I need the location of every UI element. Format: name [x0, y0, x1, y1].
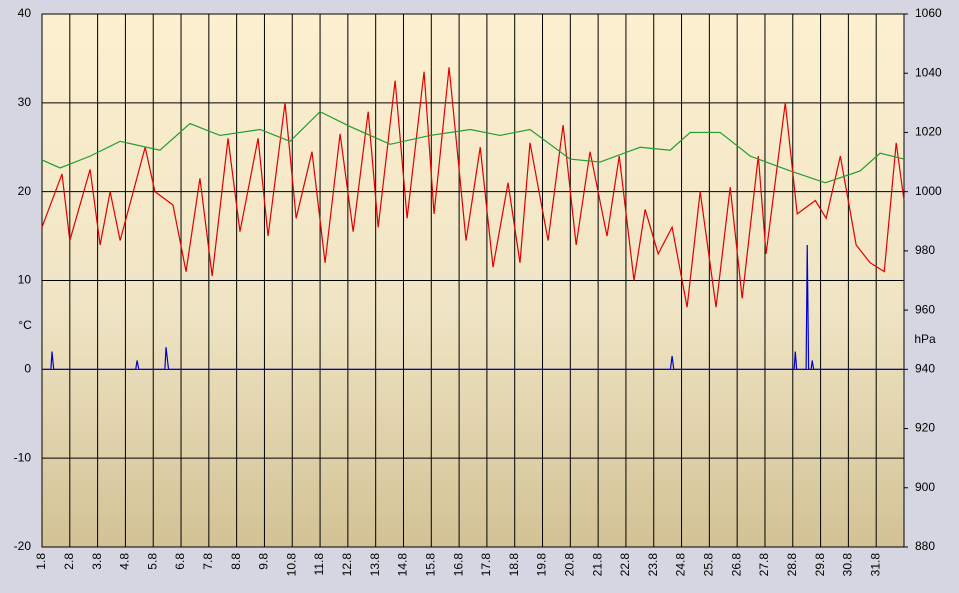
- y-tick-label: -10: [14, 450, 32, 464]
- y-tick-label: 40: [18, 6, 32, 20]
- x-tick-label: 7.8: [201, 553, 215, 570]
- x-tick-label: 30.8: [841, 553, 855, 577]
- x-tick-label: 11.8: [312, 553, 326, 576]
- x-tick-label: 1.8: [34, 553, 48, 570]
- x-tick-label: 15.8: [423, 553, 437, 577]
- x-tick-label: 27.8: [757, 553, 771, 577]
- x-tick-label: 23.8: [646, 553, 660, 577]
- series-line: [42, 244, 904, 370]
- y-tick-label: 10: [18, 273, 32, 287]
- x-tick-label: 14.8: [396, 553, 410, 577]
- y2-tick-label: 1060: [915, 6, 942, 20]
- y2-tick-label: 1000: [915, 184, 942, 198]
- y2-axis-label: hPa: [914, 332, 936, 346]
- x-tick-label: 2.8: [62, 553, 76, 570]
- x-tick-label: 10.8: [284, 553, 298, 577]
- x-tick-label: 9.8: [257, 553, 271, 570]
- y-axis-label: °C: [18, 318, 32, 332]
- x-tick-label: 3.8: [90, 553, 104, 570]
- x-tick-label: 16.8: [451, 553, 465, 577]
- y-tick-label: -20: [14, 539, 32, 553]
- x-tick-label: 18.8: [507, 553, 521, 577]
- y2-tick-label: 880: [915, 539, 935, 553]
- x-tick-label: 20.8: [562, 553, 576, 577]
- x-tick-label: 13.8: [368, 553, 382, 577]
- y-tick-label: 30: [18, 95, 32, 109]
- y2-tick-label: 940: [915, 362, 935, 376]
- y2-tick-label: 1020: [915, 125, 942, 139]
- x-tick-label: 5.8: [145, 553, 159, 570]
- x-tick-label: 4.8: [118, 553, 132, 570]
- x-tick-label: 29.8: [813, 553, 827, 577]
- y2-tick-label: 920: [915, 421, 935, 435]
- x-tick-label: 25.8: [702, 553, 716, 577]
- x-tick-label: 19.8: [535, 553, 549, 577]
- x-tick-label: 24.8: [674, 553, 688, 577]
- x-tick-label: 21.8: [590, 553, 604, 577]
- x-tick-label: 28.8: [785, 553, 799, 577]
- y-tick-label: 0: [24, 362, 31, 376]
- y2-tick-label: 1040: [915, 65, 942, 79]
- series-line: [41, 110, 905, 184]
- x-tick-label: 8.8: [229, 553, 243, 570]
- series-line: [41, 67, 905, 308]
- y-tick-label: 20: [18, 184, 32, 198]
- x-tick-label: 31.8: [868, 553, 882, 577]
- x-tick-label: 17.8: [479, 553, 493, 577]
- y2-tick-label: 980: [915, 243, 935, 257]
- x-tick-label: 6.8: [173, 553, 187, 570]
- x-tick-label: 12.8: [340, 553, 354, 577]
- x-tick-label: 26.8: [729, 553, 743, 577]
- y2-tick-label: 960: [915, 302, 935, 316]
- y2-tick-label: 900: [915, 480, 935, 494]
- x-tick-label: 22.8: [618, 553, 632, 577]
